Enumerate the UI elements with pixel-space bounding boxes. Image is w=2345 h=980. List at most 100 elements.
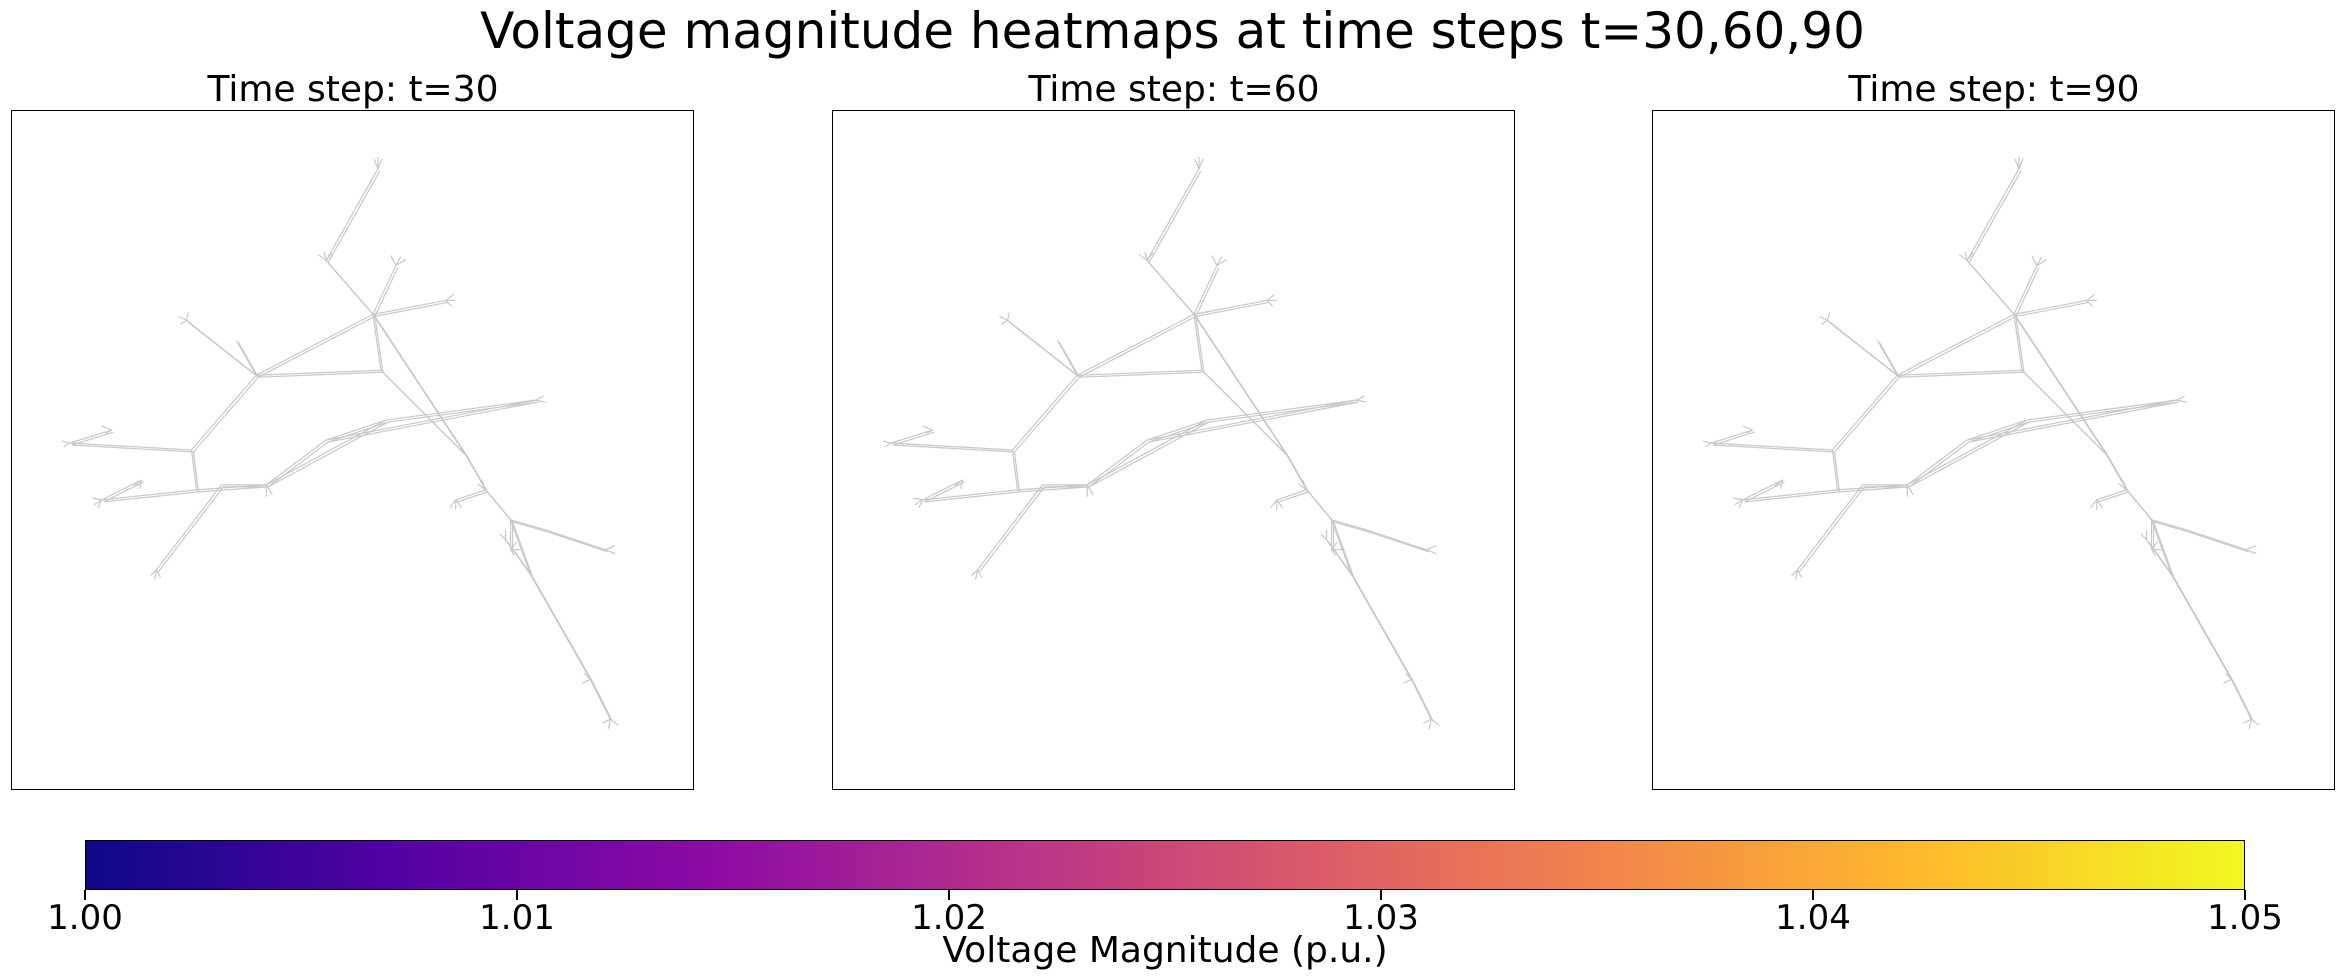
network-leaf-edge [918,499,924,509]
network-edge [1148,401,1359,443]
network-edge [2098,491,2129,503]
figure-title: Voltage magnitude heatmaps at time steps… [480,2,1865,60]
network-edge [327,262,376,317]
network-edge [1079,315,1197,378]
network-leaf-edge [607,719,611,730]
network-leaf-edge [1734,499,1744,506]
colorbar-tick [948,890,950,900]
network-edge [325,399,536,441]
network-edge [1148,262,1197,317]
network-edge [455,489,486,501]
network-leaf-edge [1422,718,1432,724]
network-leaf-edge [1198,158,1204,170]
network-edge [1829,321,1900,378]
network-edge [922,489,1018,501]
network-leaf-edge [449,499,457,509]
colorbar-tick-label: 1.00 [47,898,123,938]
network-leaf-edge [178,315,187,321]
network-edge [1014,376,1080,453]
network-edge [2106,454,2128,491]
network-edge [1839,486,1910,493]
network-leaf-edge [1146,252,1154,261]
network-edge [2152,521,2175,577]
network-edge [2026,399,2177,421]
network-leaf-edge [150,569,158,577]
network-edge [325,419,387,441]
network-edge [1308,491,1334,523]
network-edge [1278,491,1309,503]
network-edge [1352,576,1414,682]
network-leaf-edge [1356,395,1365,401]
colorbar-tick [516,890,518,900]
network-edge [267,441,329,488]
colorbar-tick-label: 1.04 [1775,898,1851,938]
network-leaf-edge [974,569,979,580]
network-edge [191,374,257,451]
network-leaf-edge [912,497,923,501]
network-leaf-edge [139,479,143,490]
network-edge [385,399,536,421]
network-edge [1077,313,1195,376]
network-leaf-edge [2176,399,2187,403]
network-edges [1702,156,2260,730]
network-edge [924,491,1020,503]
network-edge [1834,376,1900,453]
network-edge [1744,481,1785,503]
network-edge [1968,401,2179,443]
network-leaf-edge [1966,252,1974,261]
network-leaf-edge [133,479,142,487]
network-edge [1712,444,1835,453]
network-edge [2188,531,2249,553]
network-edge [2096,489,2127,501]
network-leaf-edge [395,256,402,266]
network-leaf-edge [1194,158,1200,170]
network-leaf-edge [1964,251,1968,261]
network-edge [1742,479,1783,501]
network-edge [101,489,197,501]
network-leaf-edge [1797,569,1803,578]
network-edge [103,491,199,503]
network-edge [1276,489,1307,501]
network-edge [1966,399,2177,441]
network-edge [2015,316,2110,458]
network-edge [1744,491,1840,503]
network-edge [529,574,591,680]
network-edge [2013,265,2038,315]
network-edge [1193,314,1203,371]
network-edge [511,521,534,577]
network-leaf-edge [63,442,71,448]
network-edge [372,299,446,315]
network-leaf-edge [2242,718,2252,724]
network-edge [1832,374,1898,451]
network-edge [372,314,382,371]
network-leaf-edge [1702,440,1711,444]
network-leaf-edge [2246,545,2257,551]
network-edge [69,442,192,451]
network-edge [1009,321,1080,378]
network-edge [547,531,608,553]
network-leaf-edge [323,251,327,261]
network-leaf-edge [2246,549,2257,555]
network-edge [192,451,200,492]
network-leaf-edge [325,252,333,261]
network-leaf-edge [1430,718,1440,726]
network-edge [1368,531,1429,553]
network-edge [158,486,224,573]
colorbar-tick-label: 1.02 [911,898,987,938]
network-edge [1012,374,1078,451]
network-leaf-edge [1138,254,1148,262]
network-edge [890,442,1013,451]
network-leaf-edge [1331,549,1337,557]
network-edge [1206,399,1357,421]
network-leaf-edge [1780,479,1784,490]
network-leaf-edge [153,569,158,580]
network-leaf-edge [914,499,924,506]
network-leaf-edge [156,569,162,578]
colorbar-tick [2244,890,2246,900]
network-leaf-edge [999,315,1008,321]
network-leaf-edge [1958,254,1968,262]
network-edge [1193,299,1267,315]
network-edge [1286,454,1308,491]
network-edge [267,421,389,488]
network-leaf-edge [1320,533,1327,541]
